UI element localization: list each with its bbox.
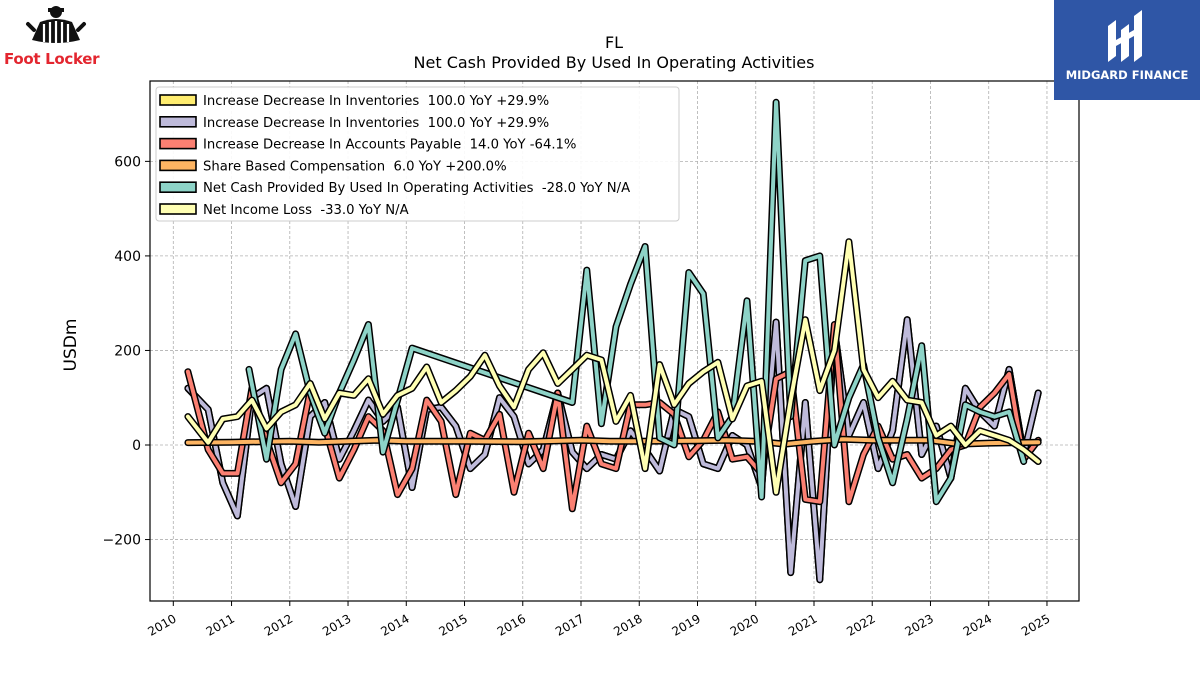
series-line-4 [247, 100, 1026, 504]
legend: Increase Decrease In Inventories 100.0 Y… [155, 86, 680, 222]
y-tick-label: 200 [114, 343, 141, 359]
foot-locker-wordmark: Foot Locker [4, 50, 100, 68]
x-tick-label: 2023 [903, 611, 936, 638]
x-tick-label: 2021 [786, 611, 819, 638]
x-tick-label: 2013 [320, 611, 353, 638]
legend-swatch [159, 94, 197, 106]
referee-icon [26, 6, 86, 45]
legend-label: Increase Decrease In Inventories 100.0 Y… [203, 116, 549, 131]
x-tick-label: 2017 [553, 611, 586, 638]
legend-label: Share Based Compensation 6.0 YoY +200.0% [203, 159, 507, 174]
legend-label: Net Cash Provided By Used In Operating A… [203, 181, 630, 196]
x-tick-label: 2019 [670, 611, 703, 638]
legend-label: Increase Decrease In Inventories 100.0 Y… [203, 94, 549, 109]
series-line-5 [185, 239, 1041, 495]
midgard-emblem-icon [1108, 10, 1142, 62]
x-tick-label: 2016 [495, 611, 528, 638]
chart-title: FL [605, 33, 623, 52]
x-tick-label: 2010 [145, 611, 178, 638]
legend-label: Net Income Loss -33.0 YoY N/A [203, 203, 409, 218]
x-tick-label: 2025 [1019, 611, 1052, 638]
chart-subtitle: Net Cash Provided By Used In Operating A… [414, 53, 815, 72]
x-axis-ticks: 2010 2011 2012 2013 2014 2015 2016 2017 2018 2019… [145, 601, 1052, 639]
x-tick-label: 2015 [437, 611, 470, 638]
legend-swatch [159, 181, 197, 193]
legend-swatch [159, 159, 197, 172]
y-tick-label: −200 [103, 533, 141, 549]
x-tick-label: 2018 [611, 611, 644, 638]
series-lines [184, 98, 1042, 584]
midgard-finance-logo: MIDGARD FINANCE [1054, 0, 1200, 100]
x-tick-label: 2024 [961, 611, 994, 638]
legend-swatch [159, 116, 197, 128]
x-tick-label: 2022 [844, 611, 877, 638]
legend-label: Increase Decrease In Accounts Payable 14… [203, 138, 576, 153]
y-tick-label: 400 [114, 249, 141, 265]
legend-box [155, 86, 680, 222]
y-axis-ticks: −200 0 200 400 600 [103, 154, 150, 549]
x-tick-label: 2012 [262, 611, 295, 638]
midgard-finance-wordmark: MIDGARD FINANCE [1065, 68, 1189, 82]
legend-swatch [159, 137, 197, 150]
y-tick-label: 600 [114, 154, 141, 170]
y-axis-label: USDm [61, 319, 81, 372]
legend-swatch [159, 203, 197, 215]
y-tick-label: 0 [132, 438, 141, 454]
foot-locker-logo: Foot Locker [0, 0, 112, 72]
x-tick-label: 2011 [204, 611, 237, 638]
plot-frame [149, 80, 1080, 602]
x-tick-label: 2020 [728, 611, 761, 638]
x-tick-label: 2014 [378, 611, 411, 638]
